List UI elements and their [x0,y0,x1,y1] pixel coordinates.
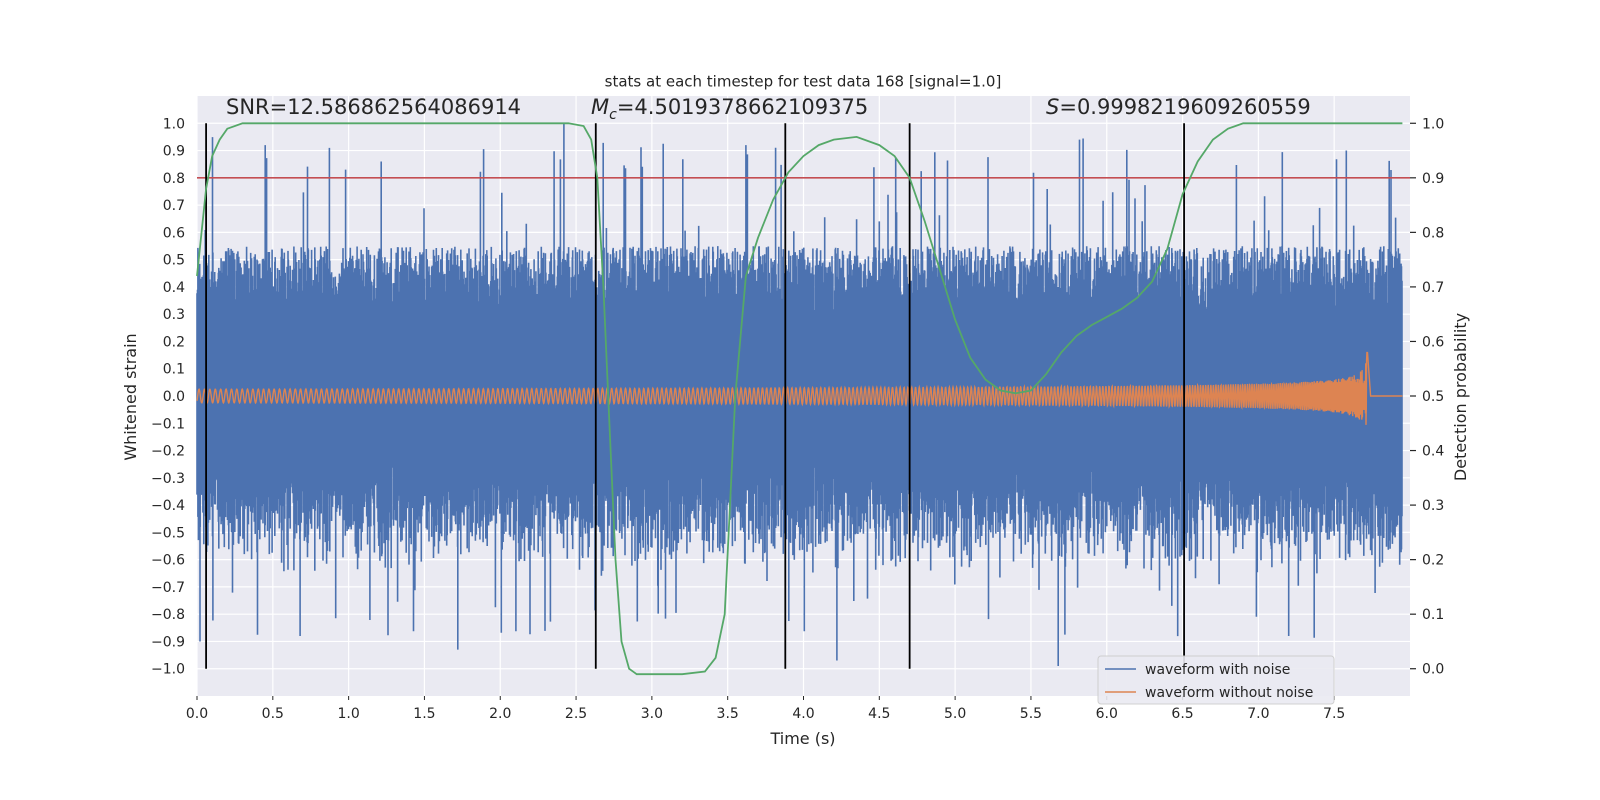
y-tick-label: 0.7 [163,198,185,214]
y-tick-label: −0.2 [151,444,185,460]
x-tick-label: 6.0 [1096,706,1118,722]
y-tick-label: −0.4 [151,498,185,514]
y-tick-label: −0.6 [151,553,185,569]
y-right-tick-label: 0.2 [1422,553,1444,569]
x-tick-label: 4.5 [868,706,890,722]
x-tick-label: 2.5 [565,706,587,722]
x-tick-label: 7.5 [1323,706,1345,722]
chart-title: stats at each timestep for test data 168… [605,73,1002,91]
y-tick-label: −0.7 [151,580,185,596]
y-tick-label: 0.6 [163,225,185,241]
clean-waveform-series [196,351,1403,425]
x-tick-label: 0.0 [186,706,208,722]
y-right-tick-label: 0.9 [1422,171,1444,187]
x-tick-label: 0.5 [262,706,284,722]
detection-probability-series [196,122,1403,676]
y-tick-label: 0.4 [163,280,185,296]
legend-label-clean: waveform without noise [1145,685,1313,701]
y-tick-label: −0.9 [151,634,185,650]
y-right-tick-label: 1.0 [1422,116,1444,132]
legend-box [1097,655,1335,705]
y-tick-label: 0.1 [163,362,185,378]
y-right-tick-label: 0.6 [1422,334,1444,350]
y-tick-label: 0.8 [163,171,185,187]
y-tick-label: −0.1 [151,416,185,432]
y-tick-label: 0.3 [163,307,185,323]
y-axis-label: Whitened strain [121,333,140,460]
vertical-markers [205,123,1185,669]
y-tick-label: 0.9 [163,144,185,160]
clean-waveform-path [196,351,1403,425]
y-right-tick-label: 0.7 [1422,280,1444,296]
axis-ticks: 0.0 0.5 1.0 1.5 2.0 2.5 3.0 3.5 4.0 4.5 5.0 5.5 6.0 6… [151,116,1444,722]
s-annotation: S=0.9998219609260559 [1046,95,1311,119]
y-tick-label: −0.8 [151,607,185,623]
snr-annotation: SNR=12.586862564086914 [226,95,521,119]
x-tick-label: 6.5 [1171,706,1193,722]
y-right-tick-label: 0.5 [1422,389,1444,405]
mc-subscript: c [609,107,617,123]
s-value: =0.9998219609260559 [1059,95,1310,119]
y-right-tick-label: 0.1 [1422,607,1444,623]
x-axis-label: Time (s) [769,729,835,748]
y-right-axis-label: Detection probability [1451,313,1470,481]
x-tick-label: 4.0 [792,706,814,722]
x-tick-label: 1.5 [413,706,435,722]
y-right-tick-label: 0.8 [1422,225,1444,241]
y-tick-label: −0.3 [151,471,185,487]
s-symbol: S [1046,95,1059,119]
legend: waveform with noise waveform without noi… [1097,655,1335,705]
x-tick-label: 2.0 [489,706,511,722]
x-tick-label: 1.0 [337,706,359,722]
y-tick-label: 0.2 [163,334,185,350]
x-tick-label: 5.0 [944,706,966,722]
y-tick-label: −1.0 [151,662,185,678]
y-tick-label: 0.5 [163,253,185,269]
y-right-tick-label: 0.3 [1422,498,1444,514]
y-right-tick-label: 0.0 [1422,662,1444,678]
y-tick-label: 1.0 [163,116,185,132]
legend-label-noisy: waveform with noise [1145,662,1290,678]
y-tick-label: −0.5 [151,525,185,541]
x-tick-label: 5.5 [1020,706,1042,722]
chirp-mass-annotation: Mc=4.5019378662109375 [591,95,868,123]
x-tick-label: 3.5 [717,706,739,722]
mc-symbol: M [591,95,609,119]
y-right-tick-label: 0.4 [1422,444,1444,460]
y-tick-label: 0.0 [163,389,185,405]
x-tick-label: 3.0 [641,706,663,722]
mc-value: =4.5019378662109375 [617,95,868,119]
x-tick-label: 7.0 [1247,706,1269,722]
detection-probability-path [196,122,1403,676]
